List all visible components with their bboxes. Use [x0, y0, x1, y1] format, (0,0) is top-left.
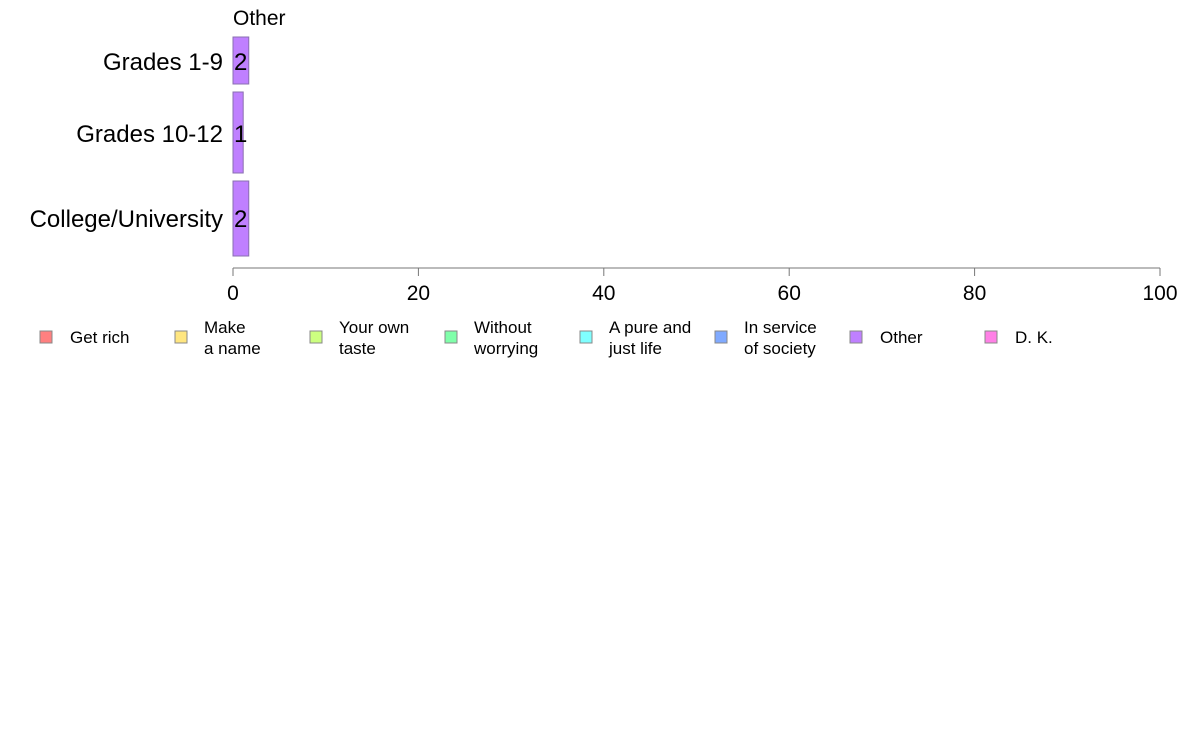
legend-label-in-service-of-society-line-1: In service — [744, 318, 817, 337]
x-tick-label-60: 60 — [778, 282, 801, 305]
legend-item-other: Other — [849, 328, 923, 347]
legend: Get rich Make a name Your own taste Without wo… — [39, 318, 1053, 358]
legend-swatch-in-service-of-society — [714, 330, 728, 344]
legend-swatch-without-worrying — [444, 330, 458, 344]
legend-swatch-d-k — [984, 330, 998, 344]
legend-swatch-a-pure-and-just-life — [579, 330, 593, 344]
legend-item-get-rich: Get rich — [39, 328, 130, 347]
legend-label-in-service-of-society-line-2: of society — [744, 339, 816, 358]
labels-layer: Other Grades 1-9 2 Grades 10-12 1 College/Uni… — [30, 7, 286, 233]
legend-item-d-k: D. K. — [984, 328, 1053, 347]
legend-item-your-own-taste: Your own taste — [309, 318, 409, 358]
legend-label-get-rich: Get rich — [70, 328, 130, 347]
bar-grades-10-12-other — [232, 91, 244, 174]
legend-item-in-service-of-society: In service of society — [714, 318, 817, 358]
legend-label-without-worrying-line-1: Without — [474, 318, 532, 337]
legend-label-make-a-name-line-1: Make — [204, 318, 246, 337]
x-tick-label-0: 0 — [227, 282, 239, 305]
legend-swatch-your-own-taste — [309, 330, 323, 344]
data-label-college-university: 2 — [234, 206, 247, 233]
category-label-college-university: College/University — [30, 206, 223, 233]
category-label-grades-10-12: Grades 10-12 — [76, 121, 223, 148]
x-tick-label-40: 40 — [592, 282, 615, 305]
legend-item-make-a-name: Make a name — [174, 318, 261, 358]
data-label-grades-1-9: 2 — [234, 49, 247, 76]
x-tick-label-20: 20 — [407, 282, 430, 305]
legend-item-a-pure-and-just-life: A pure and just life — [579, 318, 691, 358]
legend-label-your-own-taste-line-2: taste — [339, 339, 376, 358]
category-label-grades-1-9: Grades 1-9 — [103, 49, 223, 76]
legend-label-without-worrying-line-2: worrying — [473, 339, 538, 358]
legend-label-a-pure-and-just-life-line-2: just life — [608, 339, 662, 358]
legend-swatch-other — [849, 330, 863, 344]
legend-label-other: Other — [880, 328, 923, 347]
series-title-label: Other — [233, 7, 286, 30]
bar-college-university-other — [232, 180, 250, 257]
bar-grades-1-9-other — [232, 36, 250, 85]
bars-layer — [232, 36, 250, 257]
legend-label-a-pure-and-just-life-line-1: A pure and — [609, 318, 691, 337]
x-axis: 0 20 40 60 80 100 — [227, 267, 1178, 305]
data-label-grades-10-12: 1 — [234, 121, 247, 148]
legend-item-without-worrying: Without worrying — [444, 318, 538, 358]
x-tick-label-80: 80 — [963, 282, 986, 305]
x-tick-label-100: 100 — [1142, 282, 1177, 305]
legend-label-make-a-name-line-2: a name — [204, 339, 261, 358]
legend-swatch-make-a-name — [174, 330, 188, 344]
legend-label-d-k: D. K. — [1015, 328, 1053, 347]
legend-label-your-own-taste-line-1: Your own — [339, 318, 409, 337]
legend-swatch-get-rich — [39, 330, 53, 344]
